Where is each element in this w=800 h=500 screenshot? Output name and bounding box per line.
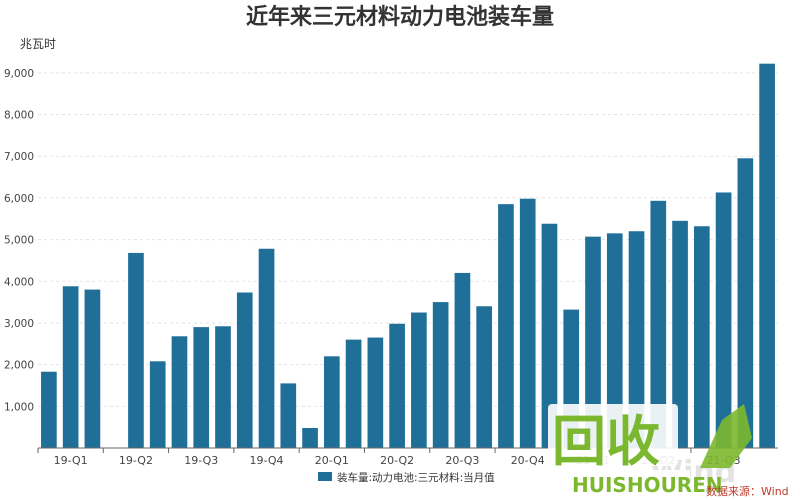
chart-title: 近年来三元材料动力电池装车量 <box>246 4 554 30</box>
y-tick-label: 8,000 <box>4 110 34 122</box>
bar <box>498 204 514 448</box>
bar <box>389 323 405 448</box>
bar <box>432 302 449 448</box>
x-tick-label: 20-Q2 <box>380 454 414 467</box>
x-tick-label: 20-Q3 <box>445 454 479 467</box>
y-axis-ticks: 1,000 2,000 3,000 4,000 5,000 6,000 7,000 8,000… <box>4 68 34 413</box>
bar <box>628 231 645 448</box>
source-note: 数据来源：Wind <box>706 484 789 498</box>
bar <box>128 252 144 448</box>
bar <box>519 198 536 448</box>
bar <box>323 356 340 448</box>
bar <box>693 226 710 448</box>
bar <box>215 326 231 448</box>
y-tick-label: 1,000 <box>4 401 34 413</box>
y-tick-label: 5,000 <box>4 235 34 247</box>
y-tick-label: 6,000 <box>4 193 34 205</box>
bar <box>606 233 623 448</box>
bar <box>411 312 427 448</box>
watermark-brand-text: HUISHOUREN <box>572 473 723 497</box>
y-tick-label: 9,000 <box>4 68 34 80</box>
bar <box>541 223 558 448</box>
legend: 装车量:动力电池:三元材料:当月值 <box>318 471 495 484</box>
bar <box>41 371 57 448</box>
leaf-icon <box>700 404 752 468</box>
bar <box>171 336 188 448</box>
watermark-logo-text: 回收 <box>552 410 660 473</box>
y-tick-label: 7,000 <box>4 151 34 163</box>
bar <box>737 158 754 448</box>
bar <box>476 306 493 448</box>
bar <box>715 192 732 448</box>
watermark: Wind 回收 HUISHOUREN <box>548 404 752 497</box>
bar <box>149 361 166 448</box>
x-tick-label: 19-Q1 <box>54 454 88 467</box>
legend-swatch <box>318 472 332 481</box>
bar <box>193 327 210 448</box>
x-tick-label: 20-Q1 <box>315 454 349 467</box>
y-tick-label: 3,000 <box>4 318 34 330</box>
x-tick-label: 20-Q4 <box>511 454 545 467</box>
bar <box>302 427 318 448</box>
bar <box>585 236 601 448</box>
watermark-brand-box <box>570 470 690 496</box>
y-tick-label: 2,000 <box>4 360 34 372</box>
y-tick-label: 4,000 <box>4 276 34 288</box>
bar <box>454 272 471 448</box>
bars <box>41 63 775 449</box>
bar <box>258 248 275 448</box>
bar <box>84 289 101 448</box>
bar <box>650 200 667 448</box>
legend-label: 装车量:动力电池:三元材料:当月值 <box>337 471 495 484</box>
x-tick-label: 19-Q2 <box>119 454 153 467</box>
bar <box>236 292 253 448</box>
bar <box>672 220 688 448</box>
x-tick-label: 19-Q3 <box>184 454 218 467</box>
gridlines <box>38 72 778 407</box>
bar <box>280 383 297 448</box>
bar <box>62 286 79 448</box>
y-axis-unit: 兆瓦时 <box>20 37 56 51</box>
x-tick-label: 19-Q4 <box>250 454 284 467</box>
watermark-logo-box <box>548 404 678 466</box>
bar <box>345 339 362 448</box>
bar <box>367 337 384 448</box>
bar <box>759 63 775 449</box>
